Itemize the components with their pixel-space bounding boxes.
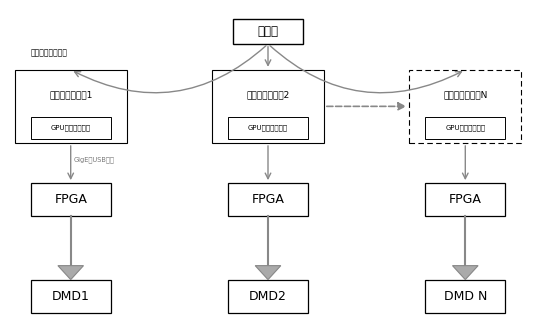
FancyBboxPatch shape <box>31 280 111 313</box>
Text: 数据处理服务器1: 数据处理服务器1 <box>49 90 92 99</box>
Text: 数据处理服务器2: 数据处理服务器2 <box>247 90 289 99</box>
Text: DMD1: DMD1 <box>52 290 90 303</box>
Text: FPGA: FPGA <box>54 193 87 206</box>
Text: DMD2: DMD2 <box>249 290 287 303</box>
Polygon shape <box>255 266 281 280</box>
Polygon shape <box>452 266 478 280</box>
Text: 曝光图形矢量数据: 曝光图形矢量数据 <box>31 48 68 57</box>
FancyBboxPatch shape <box>14 70 126 143</box>
Text: FPGA: FPGA <box>251 193 285 206</box>
Text: GPU图形填充模块: GPU图形填充模块 <box>445 125 486 131</box>
FancyBboxPatch shape <box>31 183 111 216</box>
FancyBboxPatch shape <box>410 70 522 143</box>
FancyBboxPatch shape <box>228 183 308 216</box>
Text: DMD N: DMD N <box>444 290 487 303</box>
FancyBboxPatch shape <box>212 70 324 143</box>
Text: FPGA: FPGA <box>449 193 482 206</box>
Text: GPU图形填充模块: GPU图形填充模块 <box>248 125 288 131</box>
Text: 数据处理服务器N: 数据处理服务器N <box>443 90 487 99</box>
FancyBboxPatch shape <box>228 280 308 313</box>
Polygon shape <box>58 266 84 280</box>
Text: GigE或USB传输: GigE或USB传输 <box>73 156 114 163</box>
FancyBboxPatch shape <box>233 19 303 44</box>
FancyBboxPatch shape <box>31 117 111 139</box>
FancyBboxPatch shape <box>425 117 505 139</box>
Text: 主控机: 主控机 <box>257 25 279 38</box>
FancyBboxPatch shape <box>228 117 308 139</box>
FancyBboxPatch shape <box>425 183 505 216</box>
Text: GPU图形填充模块: GPU图形填充模块 <box>50 125 91 131</box>
FancyBboxPatch shape <box>425 280 505 313</box>
